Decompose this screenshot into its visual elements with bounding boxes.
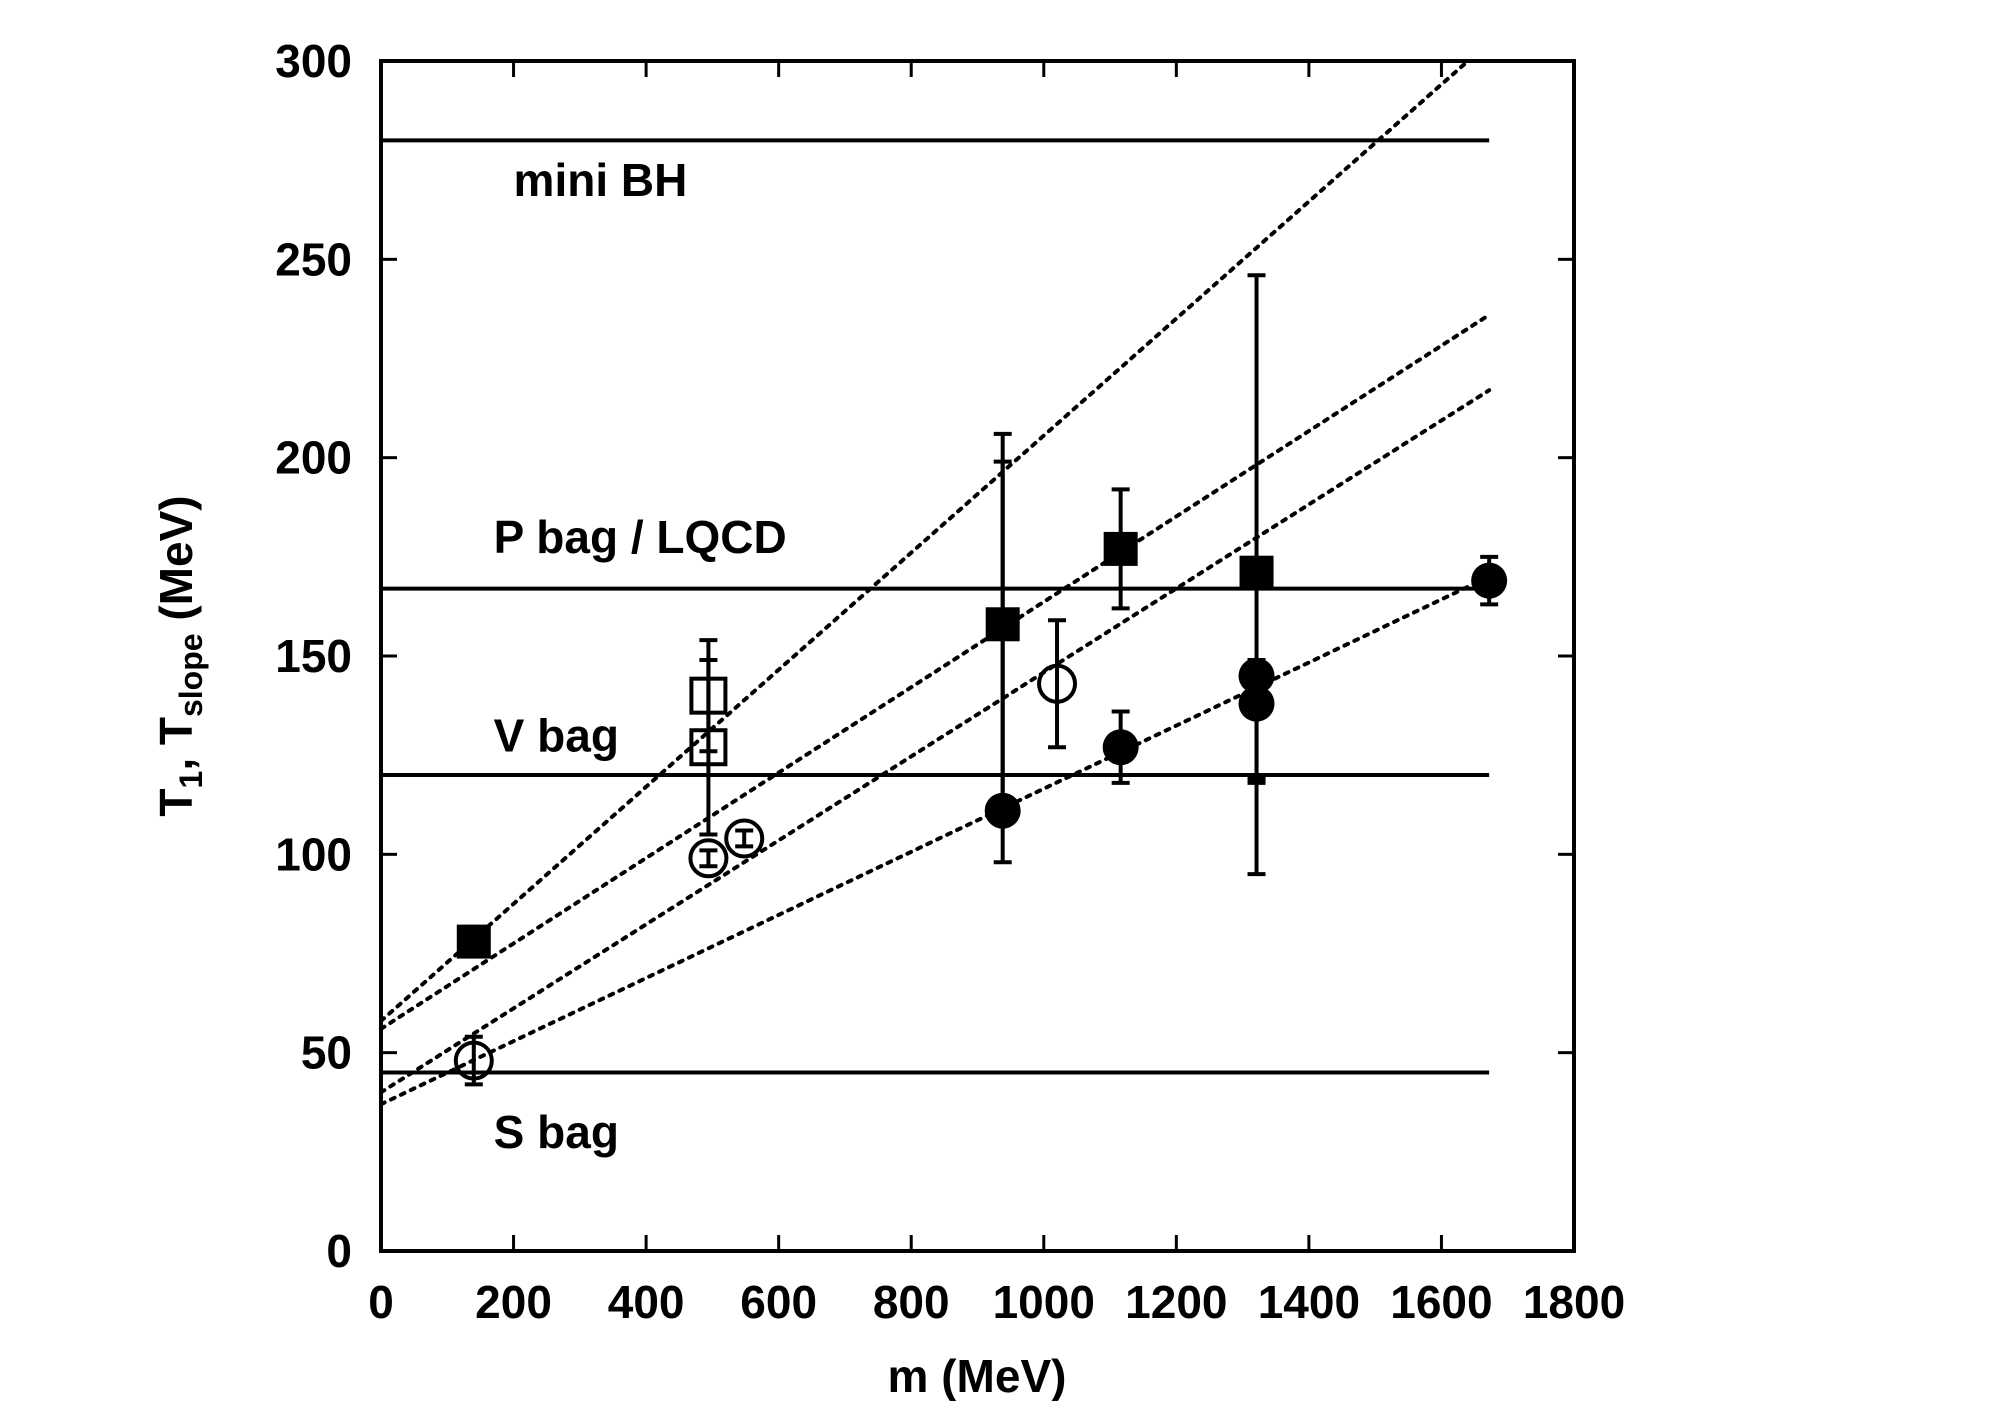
x-axis-ticks: 0 200 400 600 800 1000 1200 1400 1600 1800 xyxy=(368,61,1625,1328)
reference-lines xyxy=(381,138,1490,1075)
y-axis-label-sub2: slope xyxy=(173,633,209,717)
data-point xyxy=(1037,618,1078,750)
x-tick-label: 0 xyxy=(368,1276,394,1328)
marker-open-square xyxy=(689,728,728,767)
data-point xyxy=(984,459,1021,829)
data-points xyxy=(453,273,1508,1087)
fit-lines xyxy=(379,59,1492,1107)
marker-open-circle xyxy=(1037,663,1078,704)
y-axis-label-sub1: 1 xyxy=(173,771,209,789)
data-point xyxy=(1238,685,1275,785)
marker-filled-circle xyxy=(1238,657,1275,694)
marker-filled-square xyxy=(456,924,491,959)
data-point xyxy=(453,1034,494,1087)
x-tick-label: 1800 xyxy=(1523,1276,1625,1328)
reference-line-label: V bag xyxy=(494,709,619,761)
y-axis-label: T1, Tslope (MeV) xyxy=(150,495,209,816)
x-tick-label: 600 xyxy=(740,1276,817,1328)
marker-filled-square xyxy=(1239,555,1274,590)
marker-open-circle xyxy=(453,1040,494,1081)
data-point xyxy=(456,924,491,959)
fit-line xyxy=(379,312,1492,1031)
x-axis-label: m (MeV) xyxy=(888,1350,1067,1401)
data-point xyxy=(1103,487,1138,611)
marker-filled-circle xyxy=(1471,562,1508,599)
data-point xyxy=(1102,709,1139,785)
reference-line-label: S bag xyxy=(494,1106,619,1158)
y-tick-label: 200 xyxy=(275,432,352,484)
x-tick-label: 200 xyxy=(475,1276,552,1328)
data-point xyxy=(689,657,728,837)
fit-line xyxy=(379,59,1470,1023)
y-tick-label: 150 xyxy=(275,630,352,682)
marker-filled-circle xyxy=(1238,685,1275,722)
y-tick-label: 300 xyxy=(275,35,352,87)
reference-labels: mini BH P bag / LQCD V bag S bag xyxy=(494,154,787,1158)
y-axis-ticks: 0 50 100 150 200 250 300 xyxy=(275,35,1574,1277)
data-point xyxy=(724,818,765,859)
marker-open-circle xyxy=(724,818,765,859)
x-tick-label: 1400 xyxy=(1258,1276,1360,1328)
y-tick-label: 250 xyxy=(275,233,352,285)
marker-filled-square xyxy=(1103,531,1138,566)
marker-open-circle xyxy=(688,838,729,879)
data-point xyxy=(1471,554,1508,607)
y-tick-label: 50 xyxy=(301,1027,352,1079)
x-tick-label: 1000 xyxy=(993,1276,1095,1328)
fit-line xyxy=(379,574,1492,1107)
x-tick-label: 1200 xyxy=(1125,1276,1227,1328)
marker-filled-circle xyxy=(984,792,1021,829)
marker-filled-circle xyxy=(1102,729,1139,766)
x-tick-label: 800 xyxy=(873,1276,950,1328)
x-tick-label: 400 xyxy=(608,1276,685,1328)
x-tick-label: 1600 xyxy=(1390,1276,1492,1328)
reference-line-label: P bag / LQCD xyxy=(494,511,787,563)
fit-line xyxy=(379,388,1492,1095)
y-tick-label: 0 xyxy=(326,1225,352,1277)
reference-line-label: mini BH xyxy=(514,154,688,206)
y-tick-label: 100 xyxy=(275,828,352,880)
data-point xyxy=(688,838,729,879)
